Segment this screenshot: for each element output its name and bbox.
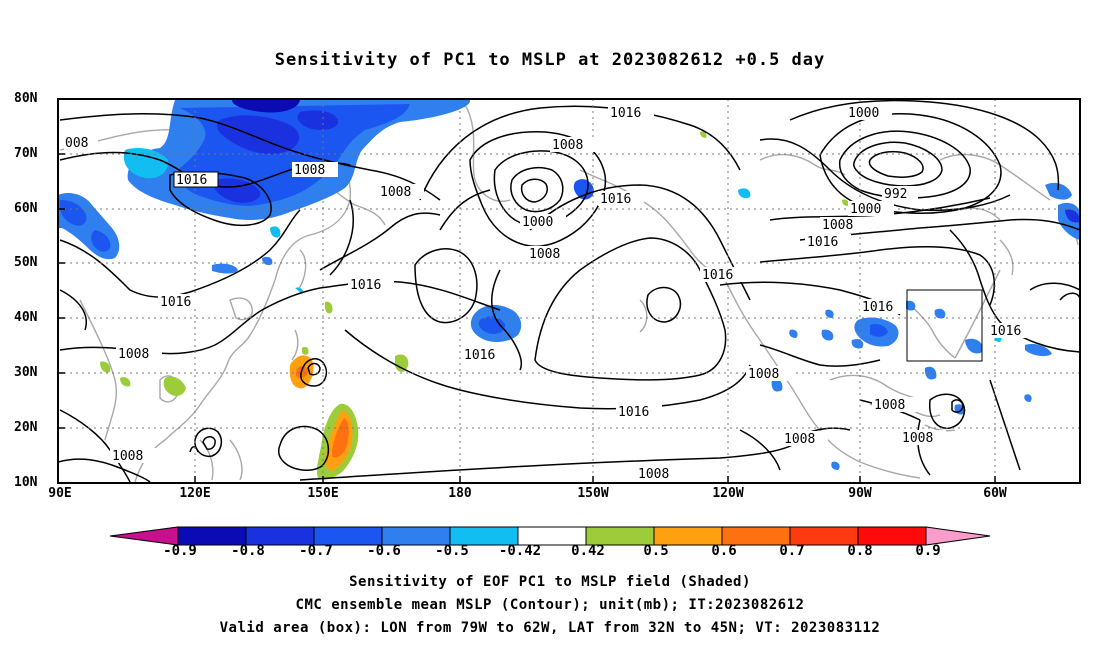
contour-labels: 008 1016 1008 1008 1016 1016 1008 1008 1… [64, 105, 1034, 482]
colorbar-label: 0.9 [915, 543, 941, 559]
colorbar-label: 0.8 [847, 543, 873, 559]
contour-label: 1000 [850, 202, 881, 217]
lon-label: 180 [448, 486, 472, 501]
colorbar-label: -0.7 [299, 543, 333, 559]
contour-label: 1016 [176, 173, 207, 188]
caption-line-2: CMC ensemble mean MSLP (Contour); unit(m… [295, 597, 805, 613]
contour-label: 992 [884, 187, 907, 202]
lat-label: 70N [14, 146, 38, 161]
contour-label: 1016 [862, 300, 893, 315]
contour-label: 1008 [529, 247, 560, 262]
lon-label: 120E [179, 486, 211, 501]
lon-label: 90W [848, 486, 872, 501]
lat-label: 40N [14, 310, 38, 325]
lat-label: 20N [14, 420, 38, 435]
colorbar-label: -0.8 [231, 543, 265, 559]
valid-area-box [906, 289, 983, 362]
lat-label: 60N [14, 201, 38, 216]
contour-label: 008 [65, 136, 88, 151]
svg-text:1016: 1016 [618, 405, 649, 420]
lon-label: 120W [712, 486, 744, 501]
colorbar-label: 0.42 [571, 543, 605, 559]
map-frame [57, 98, 1081, 484]
contour-label: 1008 [638, 467, 669, 482]
contour-label: 1016 [464, 348, 495, 363]
contour-label: 1016 [610, 106, 641, 121]
contour-label: 1008 [552, 138, 583, 153]
contour-label: 1016 [990, 324, 1021, 339]
contour-label: 1008 [784, 432, 815, 447]
contour-label: 1016 [600, 192, 631, 207]
lon-label: 150E [307, 486, 339, 501]
caption-line-1: Sensitivity of EOF PC1 to MSLP field (Sh… [349, 574, 751, 590]
lat-label: 30N [14, 365, 38, 380]
lon-label: 90E [48, 486, 72, 501]
contour-label: 1008 [380, 185, 411, 200]
contour-label: 1008 [294, 163, 325, 178]
lat-label: 10N [14, 475, 38, 490]
colorbar-label: 0.5 [643, 543, 669, 559]
lon-label: 150W [577, 486, 609, 501]
lat-label: 50N [14, 255, 38, 270]
contour-label: 1016 [807, 235, 838, 250]
contour-label: 1016 [350, 278, 381, 293]
colorbar-label: -0.6 [367, 543, 401, 559]
lat-label: 80N [14, 91, 38, 106]
contour-label: 1008 [874, 398, 905, 413]
contour-label: 1008 [902, 431, 933, 446]
colorbar-end-high [925, 526, 991, 546]
contour-label: 1016 [160, 295, 191, 310]
contour-label: 1016 [702, 268, 733, 283]
contour-label: 1008 [118, 347, 149, 362]
contour-label: 1008 [112, 449, 143, 464]
contour-label: 1008 [822, 218, 853, 233]
lon-label: 60W [983, 486, 1007, 501]
caption-line-3: Valid area (box): LON from 79W to 62W, L… [219, 620, 881, 636]
contour-label: 1000 [848, 106, 879, 121]
map-title: Sensitivity of PC1 to MSLP at 2023082612… [274, 50, 826, 70]
grid-lines [58, 99, 1080, 483]
colorbar-label: 0.6 [711, 543, 737, 559]
colorbar-label: -0.5 [435, 543, 469, 559]
contour-label: 1008 [748, 367, 779, 382]
colorbar-cells [109, 526, 991, 546]
colorbar-label: -0.42 [498, 543, 542, 559]
contour-label: 1000 [522, 215, 553, 230]
colorbar-label: 0.7 [779, 543, 805, 559]
colorbar-label: -0.9 [163, 543, 197, 559]
